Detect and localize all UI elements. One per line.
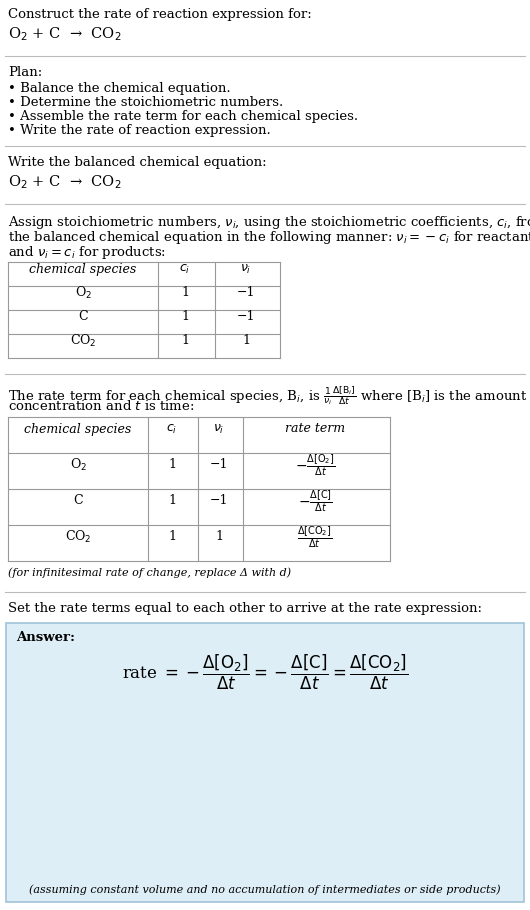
Text: the balanced chemical equation in the following manner: $\nu_i = -c_i$ for react: the balanced chemical equation in the fo… [8, 229, 530, 246]
Text: 1: 1 [168, 494, 176, 508]
Text: The rate term for each chemical species, B$_i$, is $\frac{1}{\nu_i}\frac{\Delta[: The rate term for each chemical species,… [8, 384, 527, 407]
Text: 1: 1 [181, 335, 189, 348]
Text: • Write the rate of reaction expression.: • Write the rate of reaction expression. [8, 124, 271, 137]
Text: 1: 1 [168, 459, 176, 471]
Text: Set the rate terms equal to each other to arrive at the rate expression:: Set the rate terms equal to each other t… [8, 602, 482, 615]
Text: concentration and $t$ is time:: concentration and $t$ is time: [8, 399, 195, 413]
Text: and $\nu_i = c_i$ for products:: and $\nu_i = c_i$ for products: [8, 244, 166, 261]
Text: 1: 1 [168, 531, 176, 543]
Text: Assign stoichiometric numbers, $\nu_i$, using the stoichiometric coefficients, $: Assign stoichiometric numbers, $\nu_i$, … [8, 214, 530, 231]
Text: O$_2$: O$_2$ [75, 285, 92, 301]
Text: Write the balanced chemical equation:: Write the balanced chemical equation: [8, 156, 267, 169]
Text: −1: −1 [237, 310, 255, 323]
Text: −1: −1 [210, 494, 228, 508]
Text: $c_i$: $c_i$ [166, 422, 178, 436]
Text: $-\frac{\Delta[\mathrm{C}]}{\Delta t}$: $-\frac{\Delta[\mathrm{C}]}{\Delta t}$ [298, 488, 332, 514]
Text: (assuming constant volume and no accumulation of intermediates or side products): (assuming constant volume and no accumul… [29, 884, 501, 895]
Text: 1: 1 [181, 287, 189, 299]
Text: • Determine the stoichiometric numbers.: • Determine the stoichiometric numbers. [8, 96, 283, 109]
Text: rate $= -\dfrac{\Delta[\mathrm{O}_2]}{\Delta t} = -\dfrac{\Delta[\mathrm{C}]}{\D: rate $= -\dfrac{\Delta[\mathrm{O}_2]}{\D… [122, 653, 408, 693]
Text: O$_2$ + C  →  CO$_2$: O$_2$ + C → CO$_2$ [8, 173, 121, 191]
Text: • Assemble the rate term for each chemical species.: • Assemble the rate term for each chemic… [8, 110, 358, 123]
Text: −1: −1 [210, 459, 228, 471]
Text: $-\frac{\Delta[\mathrm{O}_2]}{\Delta t}$: $-\frac{\Delta[\mathrm{O}_2]}{\Delta t}$ [295, 452, 335, 478]
Text: $\nu_i$: $\nu_i$ [213, 422, 225, 436]
Text: 1: 1 [181, 310, 189, 323]
Text: CO$_2$: CO$_2$ [65, 529, 91, 545]
Text: • Balance the chemical equation.: • Balance the chemical equation. [8, 82, 231, 95]
Text: rate term: rate term [285, 422, 345, 436]
Text: $\nu_i$: $\nu_i$ [240, 262, 252, 276]
Text: chemical species: chemical species [29, 262, 137, 276]
FancyBboxPatch shape [6, 623, 524, 902]
Text: $c_i$: $c_i$ [179, 262, 191, 276]
Text: Construct the rate of reaction expression for:: Construct the rate of reaction expressio… [8, 8, 312, 21]
Text: 1: 1 [215, 531, 223, 543]
Text: O$_2$: O$_2$ [69, 457, 86, 473]
Text: O$_2$ + C  →  CO$_2$: O$_2$ + C → CO$_2$ [8, 25, 121, 43]
Text: 1: 1 [242, 335, 250, 348]
Text: Plan:: Plan: [8, 66, 42, 79]
Text: (for infinitesimal rate of change, replace Δ with d): (for infinitesimal rate of change, repla… [8, 567, 291, 578]
Text: −1: −1 [237, 287, 255, 299]
Text: $\frac{\Delta[\mathrm{CO}_2]}{\Delta t}$: $\frac{\Delta[\mathrm{CO}_2]}{\Delta t}$ [297, 524, 333, 550]
Text: CO$_2$: CO$_2$ [70, 333, 96, 349]
Text: Answer:: Answer: [16, 631, 75, 644]
Text: C: C [73, 494, 83, 508]
Text: chemical species: chemical species [24, 422, 131, 436]
Text: C: C [78, 310, 88, 323]
